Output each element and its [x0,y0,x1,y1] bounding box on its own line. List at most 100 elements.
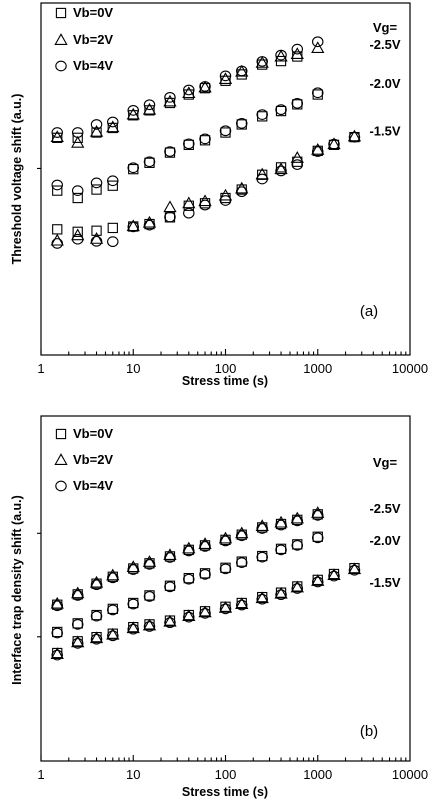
data-point-circle [51,649,63,661]
data-point-circle [219,70,232,82]
data-point-triangle [274,586,288,599]
data-point-circle [90,119,103,130]
data-point-circle [164,91,176,103]
data-point-square [107,222,118,234]
plot-frame [40,2,411,356]
data-point-circle [107,175,119,187]
data-point-triangle [142,555,157,567]
data-point-circle [51,600,63,612]
vg-label: -2.5V [369,501,400,516]
data-point-square [107,180,118,191]
data-point-triangle [89,631,104,644]
x-tick-label: 1 [37,767,44,782]
data-point-circle [143,591,156,602]
panel-label: (a) [360,303,378,320]
vg-header: Vg= [373,20,398,35]
data-point-circle [143,156,156,168]
data-point-circle [127,598,140,610]
data-point-circle [183,207,195,219]
data-point-circle [275,589,287,601]
data-point-circle [71,638,84,649]
vg-label: -2.5V [369,37,400,52]
data-point-circle [328,138,340,150]
data-point-square [144,105,155,116]
data-point-triangle [274,515,288,528]
data-point-triangle [71,586,85,599]
data-point-circle [164,617,176,629]
data-point-triangle [255,56,269,68]
data-point-circle [291,540,304,551]
vg-label: -2.0V [369,533,400,548]
data-point-circle [219,535,232,547]
data-point-circle [256,523,268,534]
data-point-circle [235,186,248,198]
data-point-circle [127,623,140,635]
data-point-circle [275,544,287,556]
data-point-circle [143,621,156,632]
vg-label: -1.5V [369,123,400,138]
data-point-circle [291,159,304,170]
legend: Vb=0V Vb=2V Vb=4V [54,5,113,73]
data-point-triangle [311,142,325,155]
data-point-circle [219,603,232,615]
data-point-square [91,127,102,138]
data-point-circle [199,607,211,619]
data-point-triangle [290,511,304,524]
data-point-circle [143,99,156,111]
legend-label: Vb=4V [73,478,113,493]
legend-marker-triangle [54,33,68,45]
data-point-triangle [126,621,140,634]
data-point-triangle [182,609,196,622]
legend-label: Vb=2V [73,32,113,47]
vg-labels: -2.5V -2.0V -1.5V [369,37,400,138]
data-point-square [52,224,63,235]
data-point-triangle [50,647,64,660]
data-point-circle [199,569,211,580]
data-point-circle [275,104,287,116]
data-point-circle [291,515,304,527]
data-point-circle [90,610,103,622]
data-point-triangle [255,519,269,532]
x-tick-labels: 1 10 100 1000 10000 [37,361,428,376]
data-marks [50,36,362,249]
x-ticks [40,349,407,355]
data-point-triangle [163,548,177,560]
data-point-circle [219,195,232,206]
data-point-triangle [71,635,85,648]
data-point-circle [71,590,84,601]
data-point-circle [127,105,140,116]
x-tick-labels: 1 10 100 1000 10000 [37,767,428,782]
data-point-circle [311,146,324,157]
data-point-circle [275,519,287,531]
legend-label: Vb=0V [73,426,113,441]
data-point-circle [348,564,361,576]
data-point-square [72,226,83,237]
data-point-circle [164,211,176,223]
data-point-triangle [218,188,233,201]
data-point-triangle [106,627,120,640]
panel-label: (b) [360,723,378,740]
legend-marker-square [55,7,67,19]
data-point-triangle [347,129,362,142]
data-point-triangle [218,531,233,544]
data-point-circle [183,84,195,96]
data-point-circle [199,81,211,92]
data-point-circle [311,532,324,544]
data-point-circle [51,179,63,191]
data-point-triangle [290,580,304,593]
data-point-circle [164,552,176,563]
data-point-circle [311,87,324,99]
data-point-circle [291,97,304,109]
data-point-circle [256,593,268,605]
data-point-triangle [142,215,157,228]
data-point-triangle [327,568,341,580]
data-point-circle [143,558,156,570]
data-point-triangle [89,232,104,244]
data-point-triangle [163,200,177,213]
x-tick-label: 1000 [303,767,332,782]
legend-marker-circle [55,60,67,72]
data-point-square [72,132,83,143]
data-point-triangle [311,41,325,54]
vg-labels: -2.5V -2.0V -1.5V [369,501,400,590]
